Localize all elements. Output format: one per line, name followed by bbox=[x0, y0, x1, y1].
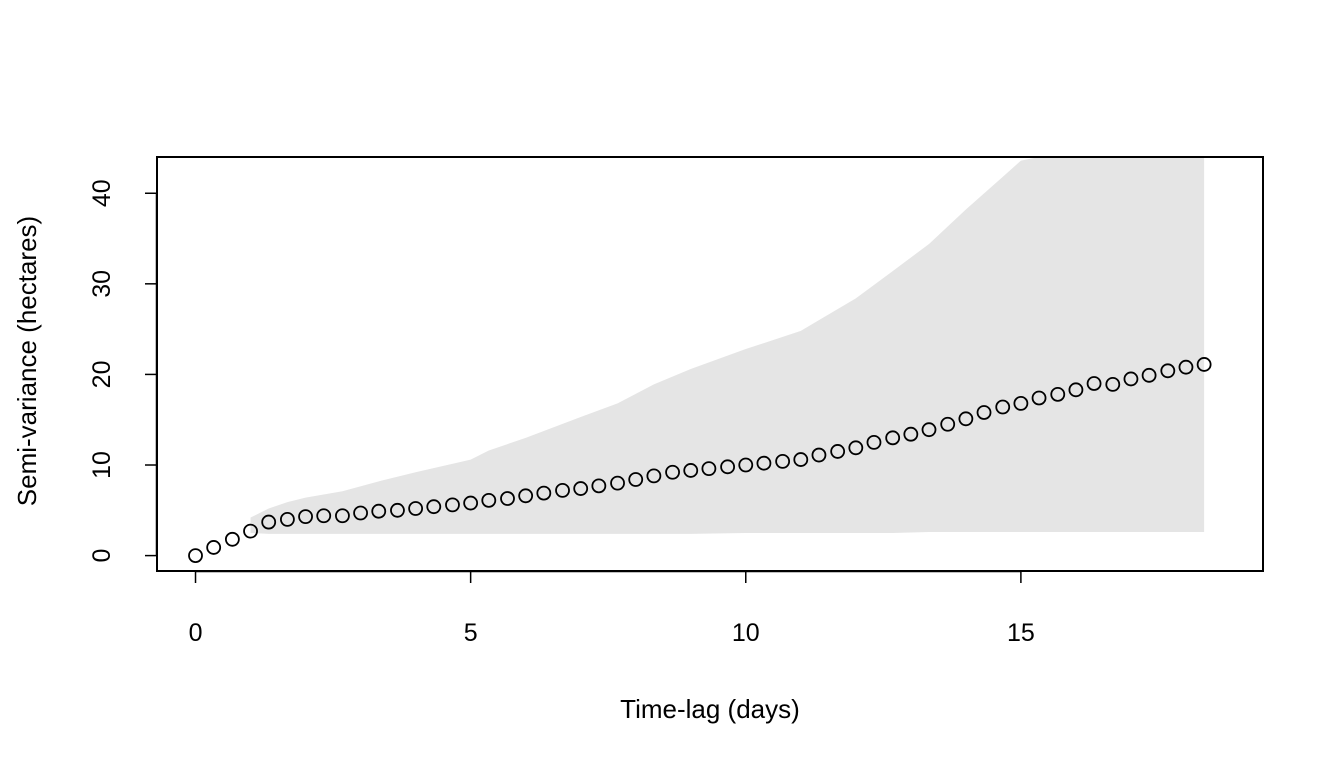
data-point bbox=[536, 485, 552, 501]
data-point bbox=[958, 411, 974, 427]
x-tick-label: 0 bbox=[189, 619, 203, 647]
data-point bbox=[390, 502, 405, 518]
data-point bbox=[408, 501, 424, 516]
data-point bbox=[353, 505, 368, 521]
y-tick-label: 40 bbox=[88, 179, 116, 207]
data-point bbox=[500, 491, 515, 506]
y-axis-label: Semi-variance (hectares) bbox=[12, 216, 42, 506]
y-tick-label: 20 bbox=[88, 361, 116, 389]
data-point bbox=[188, 548, 203, 563]
data-point bbox=[1105, 376, 1121, 392]
data-point bbox=[866, 434, 882, 450]
data-point bbox=[298, 509, 313, 525]
y-tick-label: 30 bbox=[88, 270, 116, 298]
plot-area bbox=[188, 157, 1212, 563]
data-point bbox=[885, 430, 901, 446]
data-point bbox=[701, 461, 717, 477]
x-tick-label: 5 bbox=[464, 619, 478, 647]
y-tick-label: 10 bbox=[88, 451, 116, 479]
data-point bbox=[445, 497, 460, 513]
data-point bbox=[1031, 390, 1047, 406]
data-point bbox=[921, 422, 937, 438]
data-point bbox=[665, 464, 680, 480]
data-point bbox=[1086, 376, 1102, 391]
data-point bbox=[481, 492, 497, 508]
data-point bbox=[1068, 382, 1084, 398]
data-point bbox=[720, 459, 736, 475]
data-point bbox=[940, 416, 956, 432]
data-point bbox=[371, 503, 387, 519]
data-point bbox=[555, 482, 570, 498]
data-point bbox=[591, 478, 607, 494]
data-point bbox=[811, 447, 827, 463]
data-point bbox=[206, 540, 222, 555]
data-point bbox=[628, 472, 644, 487]
data-point bbox=[316, 508, 332, 524]
data-point bbox=[518, 488, 534, 504]
data-point bbox=[1178, 359, 1194, 375]
data-point bbox=[756, 455, 772, 471]
data-point bbox=[830, 444, 846, 459]
x-tick-label: 15 bbox=[1007, 619, 1035, 647]
data-point bbox=[903, 426, 919, 442]
data-point bbox=[224, 531, 240, 547]
x-axis: 0 5 10 15 bbox=[189, 570, 1035, 647]
y-tick-label: 0 bbox=[88, 549, 116, 563]
data-point bbox=[793, 452, 809, 467]
confidence-band bbox=[250, 157, 1205, 534]
data-point bbox=[738, 457, 754, 473]
data-point bbox=[463, 495, 479, 511]
data-point bbox=[1196, 357, 1212, 372]
data-point bbox=[1123, 371, 1139, 387]
data-point bbox=[573, 481, 589, 496]
data-point bbox=[995, 399, 1011, 415]
data-point bbox=[1160, 363, 1176, 379]
data-point bbox=[775, 453, 791, 469]
data-point bbox=[1141, 367, 1157, 383]
data-point bbox=[280, 511, 295, 527]
data-point bbox=[1050, 386, 1066, 402]
data-point bbox=[610, 475, 625, 491]
data-point bbox=[683, 463, 699, 478]
data-point bbox=[243, 523, 258, 539]
data-point bbox=[335, 508, 350, 524]
x-axis-label: Time-lag (days) bbox=[620, 694, 800, 724]
data-point bbox=[426, 499, 442, 515]
data-point bbox=[976, 405, 992, 420]
data-point bbox=[848, 440, 864, 456]
y-axis: 0 10 20 30 40 bbox=[88, 179, 158, 563]
x-tick-label: 10 bbox=[732, 619, 760, 647]
data-point bbox=[261, 514, 277, 530]
data-point bbox=[646, 468, 662, 484]
data-point bbox=[1013, 396, 1029, 411]
